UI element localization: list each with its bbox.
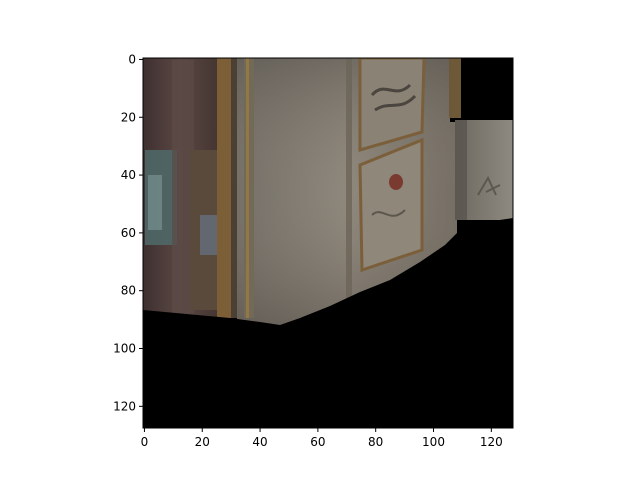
y-tick-label: 60 — [121, 226, 136, 240]
x-tick-label: 100 — [422, 435, 445, 449]
x-tick-label: 120 — [480, 435, 503, 449]
x-tick-label: 40 — [252, 435, 267, 449]
x-tick-label: 60 — [310, 435, 325, 449]
x-tick-label: 0 — [141, 435, 149, 449]
axes-frame — [142, 57, 514, 429]
x-axis: 0 20 40 60 80 100 120 — [141, 428, 503, 449]
x-tick-label: 80 — [368, 435, 383, 449]
wall-edge — [346, 58, 352, 328]
painting-lower — [358, 137, 424, 273]
y-axis: 0 20 40 60 80 100 120 — [113, 52, 143, 413]
y-tick-label: 20 — [121, 110, 136, 124]
doorway-gold — [449, 58, 461, 118]
wall-pilaster-gold — [246, 58, 249, 318]
right-wall-shadow — [455, 120, 467, 220]
door-frame-gold — [217, 58, 231, 318]
y-tick-label: 80 — [121, 284, 136, 298]
black-fill-region — [143, 218, 513, 428]
y-tick-label: 40 — [121, 168, 136, 182]
y-tick-label: 0 — [128, 52, 136, 66]
image-plot — [143, 58, 513, 428]
curtain-drape — [172, 60, 194, 315]
x-tick-label: 20 — [195, 435, 210, 449]
window-highlight — [148, 175, 162, 230]
y-tick-label: 100 — [113, 342, 136, 356]
painting-upper — [358, 58, 426, 152]
y-tick-label: 120 — [113, 399, 136, 413]
pattern-accent — [200, 215, 218, 255]
door-frame-edge — [231, 58, 237, 318]
